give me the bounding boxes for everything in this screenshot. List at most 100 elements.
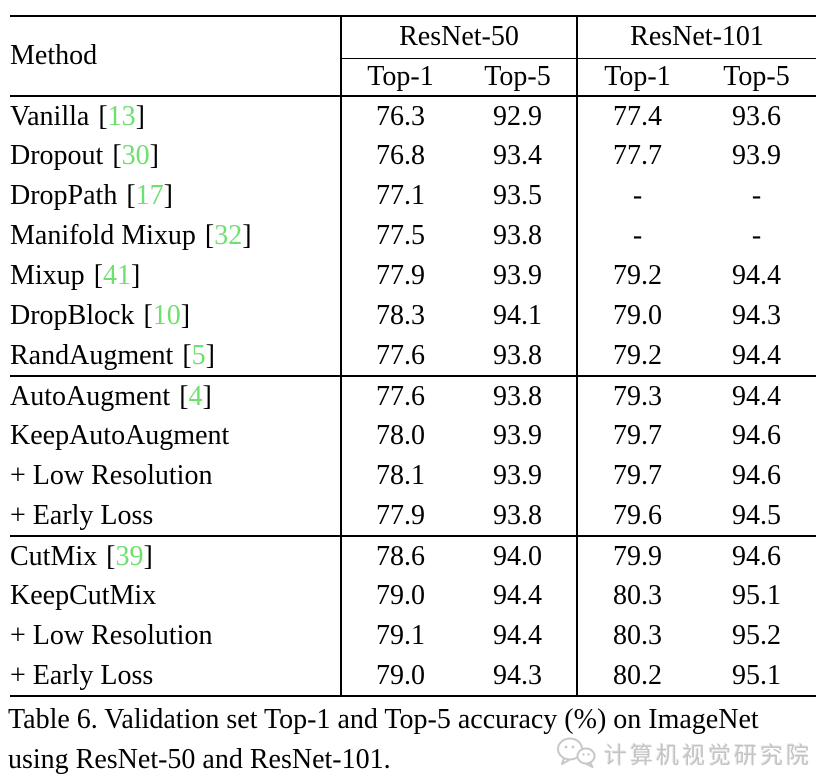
- cell-value: 92.9: [493, 100, 542, 132]
- cell-value: 78.1: [340, 456, 459, 496]
- cell-value: -: [576, 176, 698, 216]
- method-cell: RandAugment [5]: [10, 336, 341, 376]
- cell-value: 80.3: [576, 616, 698, 656]
- wechat-bubbles-icon: [557, 737, 596, 768]
- cell-value: 79.2: [576, 336, 698, 376]
- method-cell: DropBlock [10]: [10, 296, 341, 336]
- cite-open-bracket: [: [93, 260, 104, 291]
- column-header-top5-resnet101: Top-5: [697, 58, 817, 97]
- cell-value: 79.0: [340, 576, 459, 616]
- cite-number: 39: [115, 540, 144, 572]
- cite-close-bracket: ]: [202, 380, 212, 412]
- cell-value: 93.5: [493, 180, 542, 211]
- cite-close-bracket: ]: [143, 540, 153, 572]
- cell-value: 76.3: [340, 96, 459, 136]
- method-cell: Mixup [41]: [10, 256, 341, 296]
- table-row-autoaugment: AutoAugment [4] 77.6 93.8 79.3 94.4: [10, 375, 817, 416]
- cite-number: 41: [103, 260, 132, 291]
- table-row-low-resolution-cm: + Low Resolution 79.1 94.4 80.3 95.2: [10, 616, 816, 656]
- table-row-keepautoaugment: KeepAutoAugment 78.0 93.9 79.7 94.6: [10, 416, 816, 456]
- column-header-top1-resnet50: Top-1: [340, 58, 459, 97]
- cell-value: 93.8: [493, 220, 542, 251]
- citation: [13]: [98, 101, 145, 132]
- table-row-vanilla: Vanilla [13] 76.3 92.9 77.4 93.6: [10, 96, 816, 136]
- method-cell: DropPath [17]: [10, 176, 341, 216]
- cell-value: -: [751, 180, 762, 211]
- cell-value: 93.4: [493, 140, 542, 171]
- cell-value: 79.3: [576, 375, 698, 416]
- method-label: + Low Resolution: [10, 460, 213, 491]
- method-cell: + Low Resolution: [10, 456, 341, 496]
- table-row-dropblock: DropBlock [10] 78.3 94.1 79.0 94.3: [10, 296, 816, 336]
- cell-value: 77.9: [340, 256, 459, 296]
- cite-close-bracket: ]: [242, 220, 252, 251]
- cite-close-bracket: ]: [135, 100, 145, 132]
- cell-value: 77.6: [340, 336, 459, 376]
- table-row-keepcutmix: KeepCutMix 79.0 94.4 80.3 95.1: [10, 576, 816, 616]
- cite-open-bracket: [: [182, 339, 192, 371]
- table-row-droppath: DropPath [17] 77.1 93.5 - -: [10, 176, 816, 216]
- column-group-resnet101: ResNet-101: [576, 16, 817, 59]
- cite-number: 10: [152, 300, 181, 331]
- method-label: KeepAutoAugment: [10, 420, 230, 451]
- cite-close-bracket: ]: [205, 339, 215, 371]
- cell-value: 93.9: [732, 140, 782, 171]
- method-label: + Low Resolution: [10, 620, 213, 651]
- table-row-mixup: Mixup [41] 77.9 93.9 79.2 94.4: [10, 256, 816, 296]
- watermark: 计算机视觉研究院: [556, 736, 812, 770]
- cell-value: 78.6: [340, 535, 459, 576]
- cite-open-bracket: [: [143, 300, 153, 331]
- method-cell: Vanilla [13]: [10, 96, 341, 136]
- method-cell: + Low Resolution: [10, 616, 341, 656]
- cell-value: 94.0: [459, 535, 578, 576]
- cell-value: 77.5: [340, 216, 459, 256]
- cell-value: 79.7: [576, 456, 698, 496]
- cell-value: 94.3: [493, 659, 542, 691]
- results-table: Method ResNet-50 ResNet-101 Top-1 Top-5 …: [10, 15, 817, 697]
- cell-value: 94.5: [732, 499, 782, 531]
- cell-value: 94.6: [732, 420, 782, 451]
- method-cell: CutMix [39]: [10, 535, 341, 576]
- cell-value: 77.9: [340, 496, 459, 536]
- method-cell: AutoAugment [4]: [10, 375, 341, 416]
- cell-value: 78.0: [340, 416, 459, 456]
- cite-open-bracket: [: [179, 380, 189, 412]
- cite-number: 32: [214, 220, 243, 251]
- method-cell: + Early Loss: [10, 656, 341, 696]
- cell-value: 79.9: [576, 535, 698, 576]
- table-body: Vanilla [13] 76.3 92.9 77.4 93.6 Dropout […: [10, 96, 817, 696]
- cell-value: 78.3: [340, 296, 459, 336]
- cell-value: 93.6: [732, 100, 782, 132]
- cite-close-bracket: ]: [163, 180, 173, 211]
- cell-value: 79.7: [576, 416, 698, 456]
- table-row-randaugment: RandAugment [5] 77.6 93.8 79.2 94.4: [10, 336, 816, 376]
- method-label: Dropout: [10, 140, 104, 171]
- cell-value: 93.8: [493, 499, 542, 531]
- table-row-cutmix: CutMix [39] 78.6 94.0 79.9 94.6: [10, 535, 817, 576]
- cell-value: 95.1: [732, 659, 782, 691]
- caption-line-1: Table 6. Validation set Top-1 and Top-5 …: [8, 704, 759, 735]
- cell-value: 77.7: [576, 136, 698, 176]
- citation: [5]: [182, 340, 215, 371]
- citation: [30]: [112, 140, 159, 171]
- cell-value: 79.6: [576, 496, 698, 536]
- table-row-low-resolution-aa: + Low Resolution 78.1 93.9 79.7 94.6: [10, 456, 816, 496]
- table-row-early-loss-aa: + Early Loss 77.9 93.8 79.6 94.5: [10, 496, 816, 536]
- cell-value: -: [576, 216, 698, 256]
- citation: [41]: [94, 260, 141, 291]
- watermark-text: 计算机视觉研究院: [604, 742, 812, 768]
- method-label: DropBlock: [10, 300, 135, 331]
- cell-value: -: [751, 220, 762, 251]
- cell-value: 93.9: [493, 260, 542, 291]
- cite-number: 17: [135, 180, 164, 211]
- cell-value: 94.6: [697, 535, 817, 576]
- cell-value: 95.2: [732, 620, 782, 651]
- cite-number: 30: [121, 140, 150, 171]
- cell-value: 77.4: [576, 96, 698, 136]
- column-header-top5-resnet50: Top-5: [459, 58, 578, 97]
- cell-value: 79.1: [340, 616, 459, 656]
- cell-value: 80.2: [576, 656, 698, 696]
- cell-value: 94.6: [732, 460, 782, 491]
- cite-number: 13: [107, 100, 136, 132]
- cite-close-bracket: ]: [131, 260, 141, 291]
